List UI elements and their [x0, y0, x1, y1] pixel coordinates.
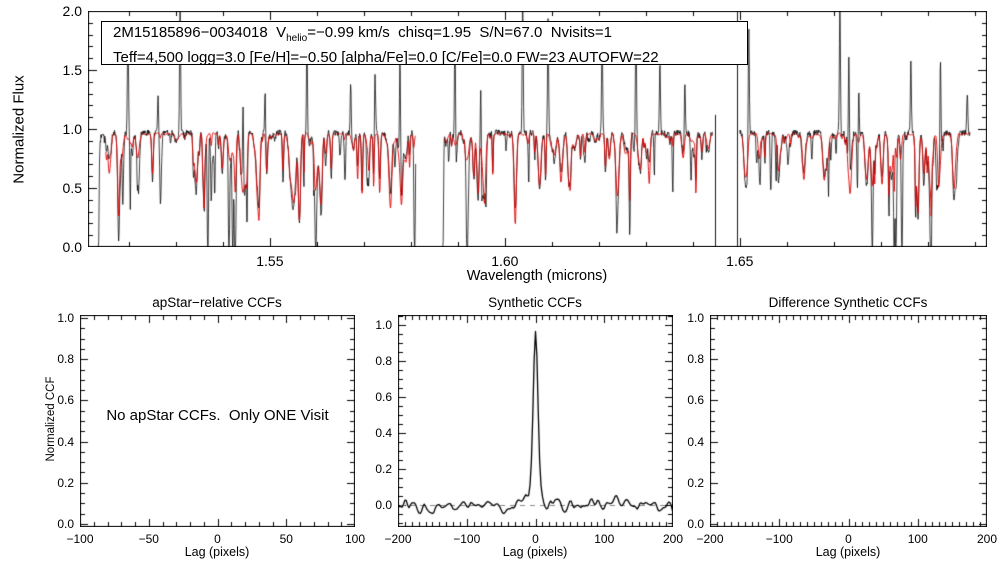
- synthetic-ccf-title: Synthetic CCFs: [488, 295, 582, 310]
- difference-ccf-title: Difference Synthetic CCFs: [768, 295, 928, 310]
- tick-label: 0.0: [62, 239, 82, 255]
- fit-stats: =−0.99 km/s chisq=1.95 S/N=67.0 Nvisits=…: [307, 24, 612, 41]
- tick-label: −50: [138, 532, 159, 546]
- no-apstar-ccf-message: No apStar CCFs. Only ONE Visit: [106, 407, 329, 424]
- tick-label: 0.0: [57, 516, 74, 531]
- tick-label: −200: [696, 532, 724, 546]
- lag-axis-label-right: Lag (pixels): [815, 545, 881, 559]
- tick-label: 2.0: [62, 3, 82, 19]
- tick-label: 1.0: [375, 318, 392, 333]
- ccf-axis-label: Normalized CCF: [45, 376, 57, 462]
- tick-label: 0.6: [687, 393, 704, 408]
- tick-label: 0.8: [375, 354, 392, 369]
- tick-label: 100: [594, 532, 615, 546]
- vhelio-subscript: helio: [286, 33, 308, 44]
- tick-label: 0.0: [375, 498, 392, 513]
- tick-label: 0.4: [57, 434, 74, 449]
- tick-label: 0.8: [687, 352, 704, 367]
- tick-label: 0.4: [687, 434, 704, 449]
- apstar-ccf-title: apStar−relative CCFs: [152, 295, 282, 310]
- lag-axis-label-left: Lag (pixels): [184, 545, 250, 559]
- tick-label: 0.0: [687, 516, 704, 531]
- tick-label: 200: [976, 532, 998, 546]
- tick-label: 1.0: [57, 311, 74, 326]
- tick-label: 0.5: [62, 180, 82, 196]
- tick-label: −100: [66, 532, 94, 546]
- tick-label: 0.4: [375, 426, 392, 441]
- tick-label: 1.0: [687, 311, 704, 326]
- tick-label: 1.65: [726, 253, 754, 269]
- tick-label: 0.6: [375, 390, 392, 405]
- tick-label: 200: [662, 532, 684, 546]
- tick-label: 1.5: [62, 62, 82, 78]
- lag-axis-label-middle: Lag (pixels): [502, 545, 568, 559]
- star-id-and-vhelio: 2M15185896−0034018 V: [113, 24, 287, 41]
- tick-label: 0.6: [57, 393, 74, 408]
- tick-label: 0: [532, 532, 539, 546]
- tick-label: 100: [344, 532, 366, 546]
- tick-label: 1.60: [491, 253, 519, 269]
- tick-label: 0.2: [375, 462, 392, 477]
- tick-label: −200: [384, 532, 412, 546]
- tick-label: −100: [765, 532, 793, 546]
- synthetic-ccf-plot-canvas: [398, 315, 673, 527]
- spectrum-info-box: 2M15185896−0034018 Vhelio=−0.99 km/s chi…: [101, 21, 748, 66]
- tick-label: 0: [845, 532, 852, 546]
- tick-label: 0.2: [687, 475, 704, 490]
- apstar-ccf-plot-canvas: [80, 315, 355, 527]
- flux-axis-label: Normalized Flux: [10, 75, 28, 184]
- info-line-2: Teff=4,500 logg=3.0 [Fe/H]=−0.50 [alpha/…: [113, 48, 659, 66]
- tick-label: 100: [907, 532, 928, 546]
- tick-label: 50: [279, 532, 293, 546]
- tick-label: 0: [214, 532, 221, 546]
- wavelength-axis-label: Wavelength (microns): [466, 268, 608, 284]
- tick-label: 0.2: [57, 475, 74, 490]
- tick-label: −100: [453, 532, 481, 546]
- info-line-1: 2M15185896−0034018 Vhelio=−0.99 km/s chi…: [113, 24, 747, 49]
- tick-label: 1.0: [62, 121, 82, 137]
- difference-ccf-plot-canvas: [710, 315, 987, 527]
- tick-label: 1.55: [256, 253, 284, 269]
- tick-label: 0.8: [57, 352, 74, 367]
